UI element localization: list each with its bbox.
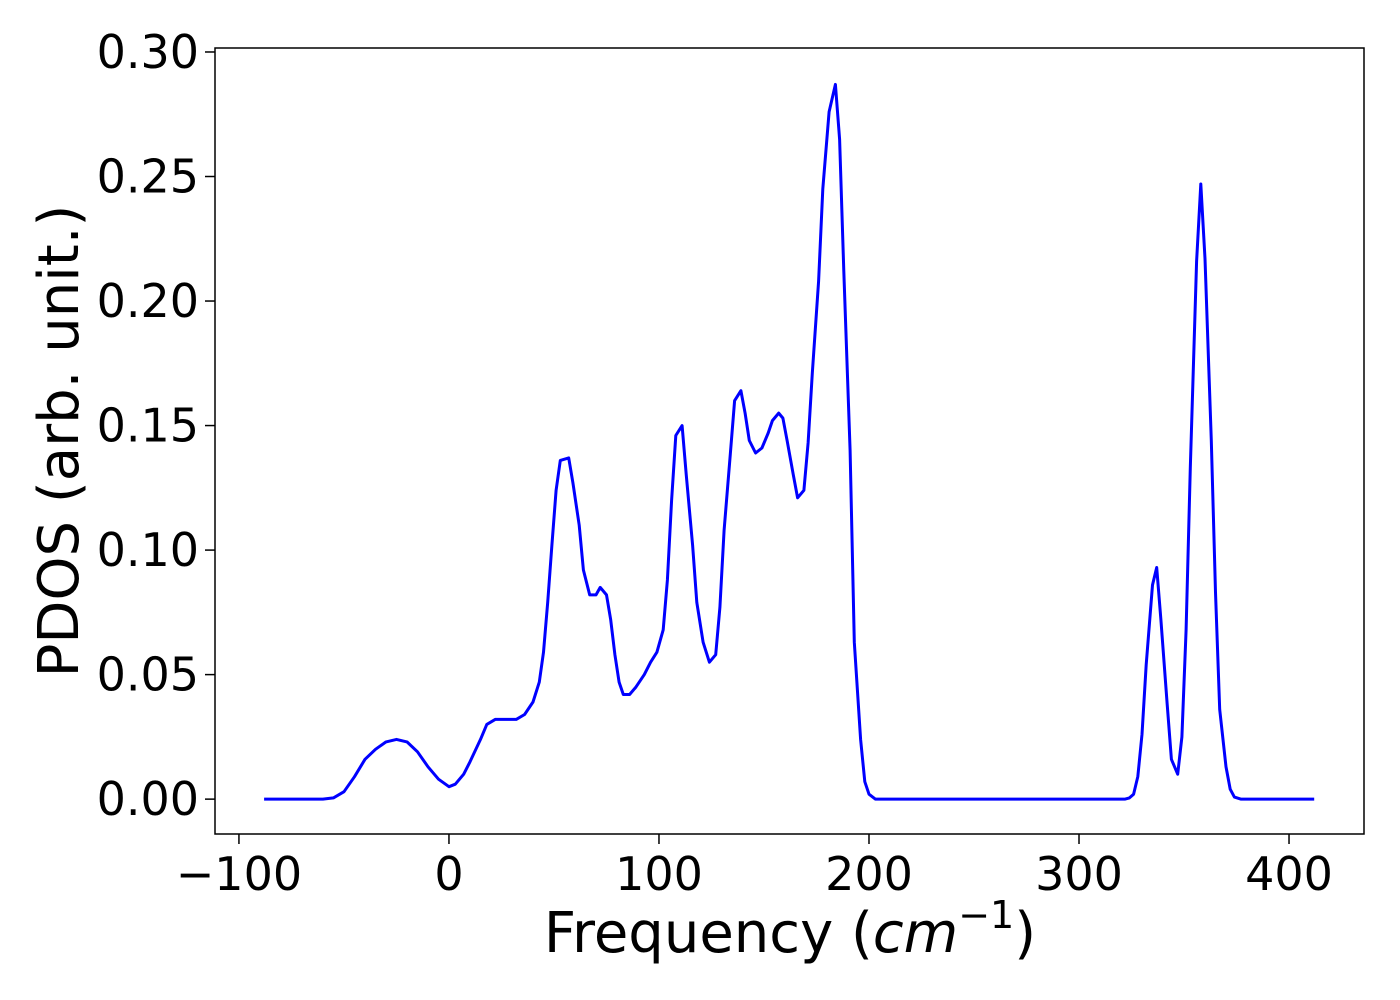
y-tick-label: 0.30 xyxy=(97,25,199,79)
x-tick-label: −100 xyxy=(176,847,302,901)
y-tick-label: 0.10 xyxy=(97,523,199,577)
x-tick-label: 400 xyxy=(1245,847,1333,901)
y-tick-label: 0.05 xyxy=(97,648,199,702)
x-axis-label: Frequency (cm−1) xyxy=(544,893,1036,966)
x-label-part: −1 xyxy=(958,893,1014,937)
x-label-part: ) xyxy=(1014,901,1036,966)
plot-frame xyxy=(214,47,1365,835)
x-tick-label: 0 xyxy=(434,847,463,901)
y-axis-label: PDOS (arb. unit.) xyxy=(27,205,92,678)
x-tick-label: 200 xyxy=(825,847,913,901)
data-line xyxy=(264,82,1315,801)
y-tick-label: 0.00 xyxy=(97,772,199,826)
x-label-part: Frequency ( xyxy=(544,901,873,966)
x-tick-label: 300 xyxy=(1035,847,1123,901)
y-tick-label: 0.15 xyxy=(97,399,199,453)
x-label-part: cm xyxy=(873,901,958,966)
x-tick-label: 100 xyxy=(615,847,703,901)
y-tick-label: 0.20 xyxy=(97,274,199,328)
y-tick-label: 0.25 xyxy=(97,150,199,204)
